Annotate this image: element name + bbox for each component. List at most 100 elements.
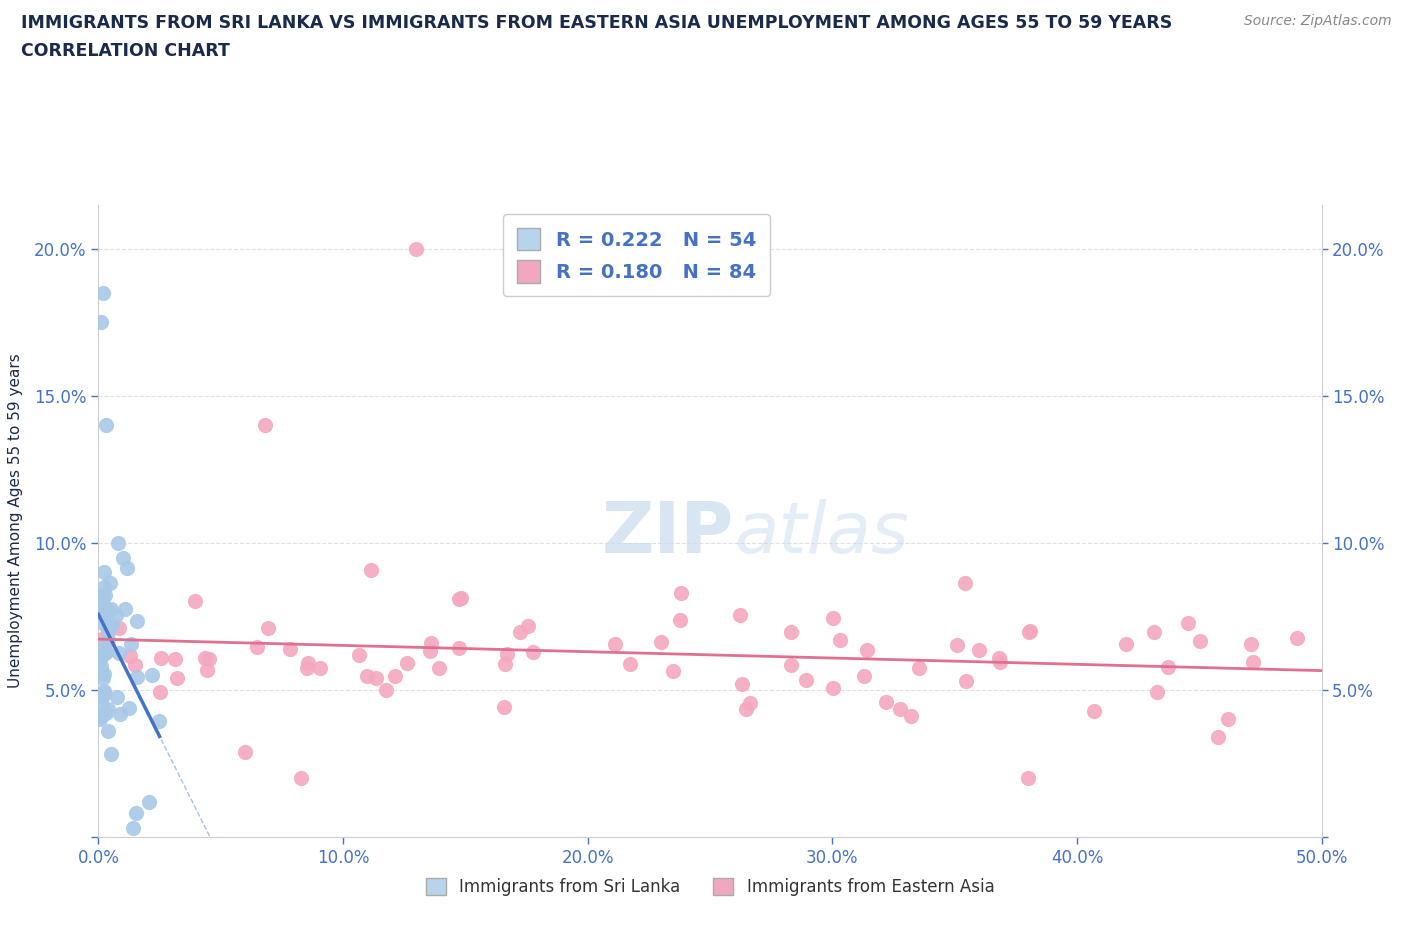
Point — [419, 644, 441, 658]
Point — [347, 647, 370, 662]
Point — [650, 635, 672, 650]
Point — [93, 591, 115, 605]
Point — [98, 576, 121, 591]
Point — [93, 639, 115, 654]
Point — [605, 636, 627, 651]
Point — [124, 658, 146, 672]
Point — [194, 651, 217, 666]
Point — [988, 655, 1011, 670]
Point — [295, 661, 318, 676]
Point — [280, 642, 302, 657]
Point — [91, 701, 114, 716]
Point — [740, 696, 762, 711]
Point — [364, 670, 387, 684]
Point — [427, 660, 450, 675]
Point — [254, 418, 277, 432]
Text: Source: ZipAtlas.com: Source: ZipAtlas.com — [1244, 14, 1392, 28]
Point — [246, 640, 269, 655]
Point — [94, 645, 117, 660]
Point — [1285, 631, 1308, 645]
Point — [150, 650, 173, 665]
Point — [828, 633, 851, 648]
Point — [166, 671, 188, 685]
Point — [1018, 624, 1040, 639]
Point — [105, 690, 128, 705]
Point — [780, 625, 803, 640]
Point — [256, 620, 278, 635]
Point — [91, 286, 114, 300]
Point — [94, 418, 117, 432]
Point — [107, 621, 129, 636]
Point — [89, 598, 111, 613]
Point — [1115, 636, 1137, 651]
Point — [118, 701, 141, 716]
Point — [517, 618, 540, 633]
Point — [93, 667, 115, 682]
Point — [197, 662, 219, 677]
Point — [110, 707, 132, 722]
Point — [91, 605, 114, 620]
Point — [1177, 616, 1199, 631]
Point — [148, 684, 170, 699]
Point — [1146, 684, 1168, 699]
Point — [1216, 711, 1239, 726]
Point — [93, 685, 115, 700]
Point — [875, 695, 897, 710]
Point — [1157, 659, 1180, 674]
Point — [955, 576, 977, 591]
Point — [662, 664, 685, 679]
Point — [1241, 655, 1264, 670]
Point — [794, 672, 817, 687]
Point — [360, 563, 382, 578]
Point — [114, 601, 136, 616]
Point — [494, 699, 516, 714]
Point — [104, 607, 127, 622]
Point — [619, 657, 641, 671]
Text: IMMIGRANTS FROM SRI LANKA VS IMMIGRANTS FROM EASTERN ASIA UNEMPLOYMENT AMONG AGE: IMMIGRANTS FROM SRI LANKA VS IMMIGRANTS … — [21, 14, 1173, 32]
Point — [1143, 625, 1166, 640]
Point — [94, 644, 117, 659]
Point — [94, 618, 117, 632]
Legend: Immigrants from Sri Lanka, Immigrants from Eastern Asia: Immigrants from Sri Lanka, Immigrants fr… — [418, 870, 1002, 905]
Point — [1206, 729, 1229, 744]
Point — [90, 631, 112, 646]
Point — [93, 579, 115, 594]
Point — [122, 821, 145, 836]
Point — [384, 668, 406, 683]
Point — [198, 651, 221, 666]
Point — [97, 603, 120, 618]
Point — [1019, 623, 1042, 638]
Point — [89, 663, 111, 678]
Point — [450, 591, 472, 605]
Point — [94, 706, 117, 721]
Point — [449, 641, 471, 656]
Point — [138, 794, 160, 809]
Text: ZIP: ZIP — [602, 499, 734, 568]
Point — [668, 613, 690, 628]
Point — [184, 594, 207, 609]
Point — [290, 771, 312, 786]
Point — [297, 656, 319, 671]
Point — [1017, 771, 1039, 786]
Point — [1240, 636, 1263, 651]
Point — [853, 669, 876, 684]
Point — [821, 611, 844, 626]
Point — [988, 650, 1011, 665]
Point — [89, 709, 111, 724]
Point — [669, 586, 692, 601]
Point — [89, 711, 111, 726]
Point — [97, 632, 120, 647]
Point — [111, 551, 134, 565]
Point — [823, 680, 845, 695]
Point — [91, 687, 114, 702]
Point — [165, 652, 187, 667]
Point — [107, 536, 129, 551]
Point — [735, 701, 758, 716]
Point — [730, 607, 752, 622]
Point — [494, 657, 516, 671]
Point — [100, 602, 122, 617]
Point — [889, 701, 911, 716]
Point — [449, 591, 471, 606]
Point — [946, 638, 969, 653]
Point — [89, 651, 111, 666]
